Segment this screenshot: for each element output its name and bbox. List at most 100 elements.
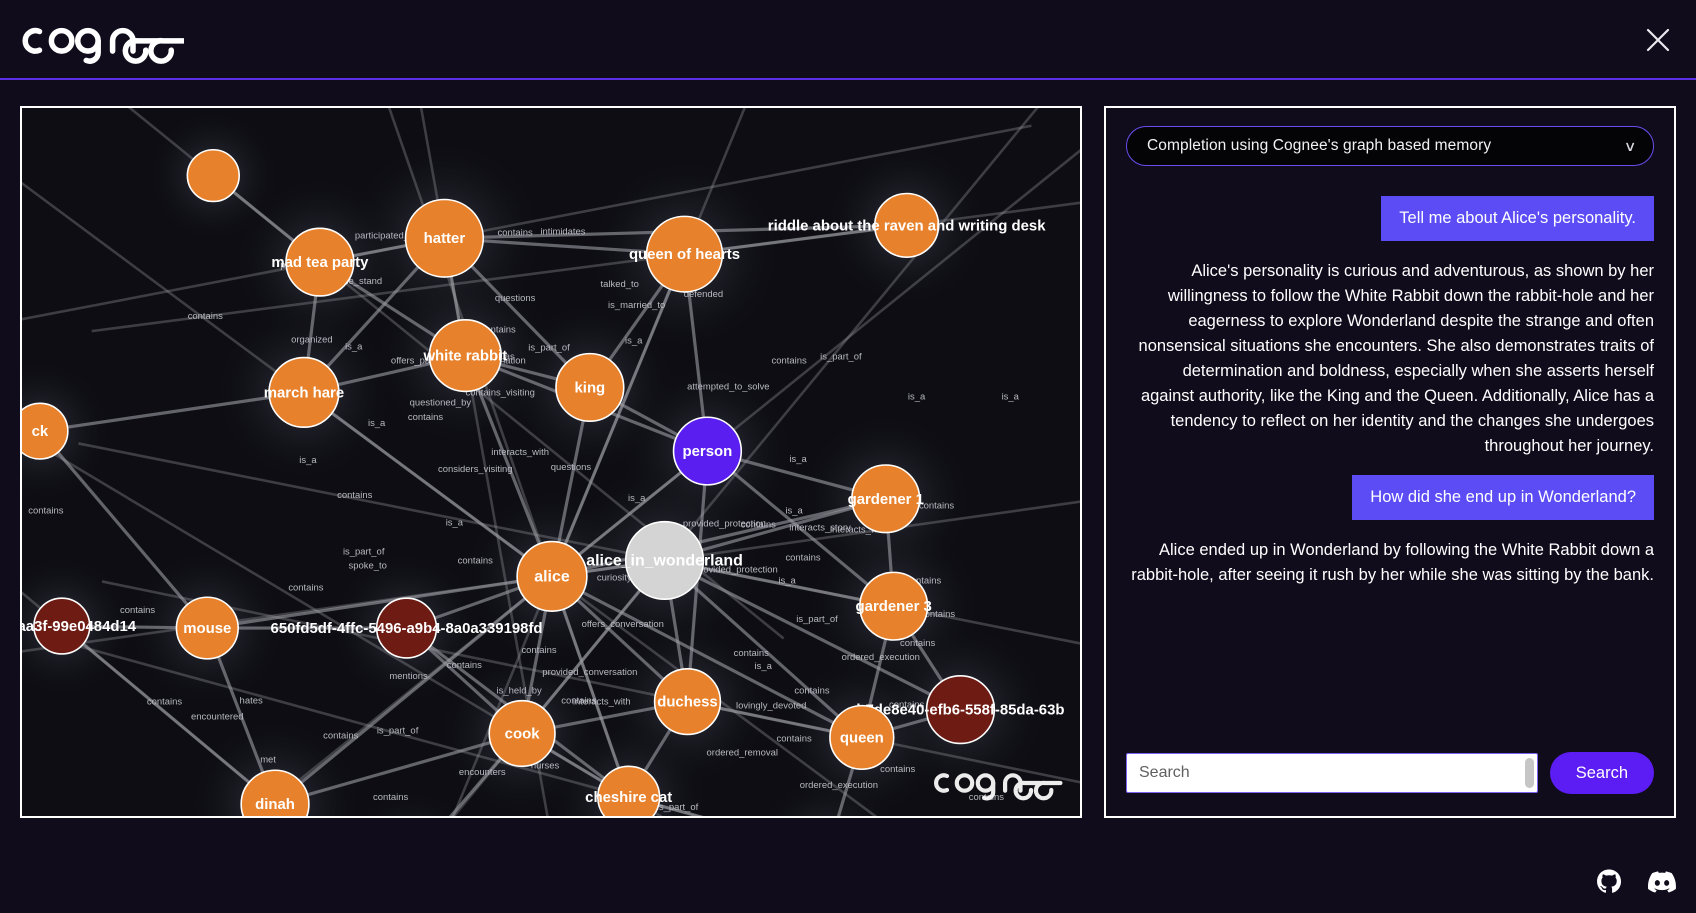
graph-node-circle[interactable] (428, 319, 502, 393)
search-button[interactable]: Search (1549, 752, 1654, 794)
graph-edge[interactable] (207, 574, 553, 630)
graph-edge[interactable] (38, 430, 209, 630)
graph-node[interactable]: person (672, 416, 743, 486)
graph-node-circle[interactable] (268, 356, 340, 428)
graph-edge[interactable] (91, 148, 1080, 333)
main-content: containsorganizedparticipated_inpresides… (0, 82, 1696, 913)
graph-node-circle[interactable] (175, 596, 239, 660)
graph-edge[interactable] (274, 731, 523, 806)
graph-node-circle[interactable] (404, 198, 485, 278)
graph-edge[interactable] (706, 449, 895, 608)
edge-label: attempted_to_solve (687, 381, 769, 392)
graph-node[interactable]: alice_in_wonderland (586, 520, 743, 601)
graph-node-circle[interactable] (645, 215, 724, 293)
graph-node-circle[interactable] (555, 352, 625, 423)
search-input[interactable] (1126, 753, 1538, 793)
graph-node[interactable]: b7de8e40-efb6-558f-85da-63b (856, 674, 1065, 745)
graph-node[interactable]: white rabbit (422, 319, 507, 393)
graph-node-circle[interactable] (240, 769, 310, 816)
top-bar (0, 0, 1696, 80)
edge-label: contains (919, 501, 954, 512)
edge-label: is_a (628, 493, 646, 504)
graph-node-circle[interactable] (829, 704, 895, 771)
graph-node[interactable]: hatter (404, 198, 485, 278)
graph-edge[interactable] (39, 390, 305, 433)
graph-canvas[interactable]: containsorganizedparticipated_inpresides… (22, 108, 1080, 816)
knowledge-graph-panel[interactable]: containsorganizedparticipated_inpresides… (20, 106, 1082, 818)
edge-label: is_a (625, 336, 643, 347)
graph-node[interactable]: duchess (653, 668, 722, 736)
graph-node[interactable]: king (555, 352, 625, 423)
edge-label: lovingly_devoted (736, 701, 806, 712)
graph-node-label: hatter (424, 230, 466, 247)
graph-edge[interactable] (22, 108, 1032, 816)
graph-edge[interactable] (302, 391, 553, 578)
edge-label: is_part_of (820, 352, 862, 363)
graph-edge[interactable] (22, 124, 1032, 375)
graph-node-circle[interactable] (516, 540, 588, 612)
graph-node-circle[interactable] (488, 699, 556, 768)
graph-node[interactable]: cook (488, 699, 556, 768)
graph-edge[interactable] (628, 795, 828, 816)
graph-node-circle[interactable] (597, 765, 661, 816)
graph-node[interactable]: alice (516, 540, 588, 612)
graph-node[interactable]: queen of hearts (629, 215, 740, 293)
graph-node-circle[interactable] (22, 402, 69, 460)
graph-edge[interactable] (551, 497, 887, 578)
graph-edge[interactable] (274, 575, 554, 806)
edge-label: questions (495, 293, 536, 304)
edge-label: curiosity_about (597, 572, 661, 583)
graph-node-circle[interactable] (33, 597, 91, 655)
graph-node-circle[interactable] (285, 227, 355, 297)
graph-edge[interactable] (663, 559, 962, 712)
graph-node-circle[interactable] (653, 668, 722, 736)
graph-node[interactable] (186, 148, 240, 203)
graph-node[interactable]: riddle about the raven and writing desk (768, 192, 1046, 258)
discord-icon[interactable] (1648, 871, 1676, 893)
edge-label: is_part_of (377, 725, 419, 736)
graph-node-circle[interactable] (624, 520, 705, 601)
graph-edge[interactable] (444, 236, 685, 256)
edge-label: provided_conversation (542, 667, 637, 678)
edge-label: interacts_with (573, 697, 631, 708)
graph-node[interactable]: gardener 3 (856, 571, 932, 641)
graph-edge[interactable] (143, 108, 1045, 816)
graph-node[interactable]: 650fd5df-4ffc-5496-a9b4-8a0a339198fd (271, 597, 543, 659)
graph-edge[interactable] (550, 575, 631, 798)
graph-node[interactable]: dinah (240, 769, 310, 816)
graph-node-circle[interactable] (672, 416, 743, 486)
social-links (1596, 869, 1676, 895)
graph-edge[interactable] (463, 355, 554, 577)
graph-edge[interactable] (22, 108, 785, 640)
graph-edge[interactable] (101, 580, 1080, 816)
graph-node[interactable]: mouse (175, 596, 239, 660)
graph-edge[interactable] (52, 637, 1080, 816)
close-button[interactable] (1638, 20, 1678, 60)
graph-node-circle[interactable] (851, 464, 921, 534)
graph-edge[interactable] (551, 574, 863, 739)
graph-node[interactable]: ac3-aa3f-99e0484d14 (22, 597, 137, 655)
graph-node[interactable]: mad tea party (271, 227, 369, 297)
graph-node[interactable]: ck (22, 402, 69, 460)
graph-node-circle[interactable] (859, 571, 929, 641)
graph-node-circle[interactable] (186, 148, 240, 203)
graph-node[interactable]: cheshire cat (585, 765, 672, 816)
graph-edge[interactable] (22, 243, 734, 816)
graph-node[interactable]: march hare (264, 356, 344, 428)
message-list: Tell me about Alice's personality. Alice'… (1106, 166, 1674, 752)
graph-edge[interactable] (78, 442, 1080, 723)
graph-node-circle[interactable] (375, 597, 438, 659)
search-mode-dropdown[interactable]: Completion using Cognee's graph based me… (1126, 126, 1654, 166)
graph-node[interactable]: queen (829, 704, 895, 771)
github-icon[interactable] (1596, 869, 1622, 895)
graph-node-circle[interactable] (873, 192, 940, 258)
graph-edge[interactable] (22, 427, 1080, 816)
graph-node-label: duchess (657, 694, 718, 711)
graph-node[interactable]: gardener 1 (848, 464, 924, 534)
edge-label: is_a (299, 455, 317, 466)
graph-edge[interactable] (663, 559, 863, 739)
edge-label: is_a (789, 454, 807, 465)
graph-node-circle[interactable] (925, 674, 996, 745)
graph-edge[interactable] (60, 624, 277, 806)
graph-node-label: queen (840, 729, 884, 746)
